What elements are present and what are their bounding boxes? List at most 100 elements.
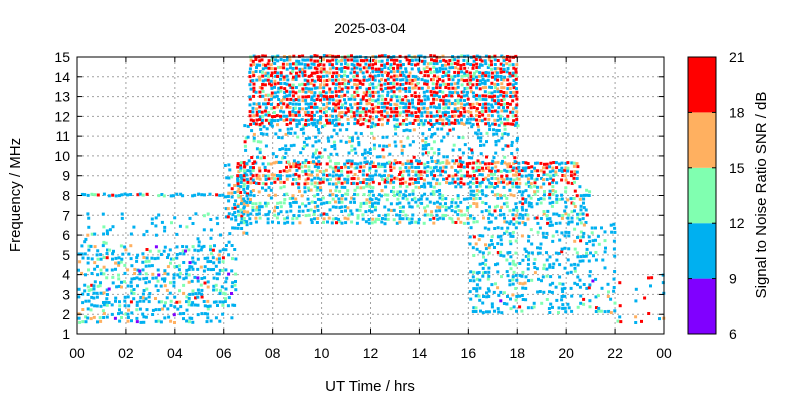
snr-cell xyxy=(362,201,366,205)
snr-cell xyxy=(356,214,360,218)
snr-cell xyxy=(383,63,387,67)
snr-cell xyxy=(335,67,339,70)
snr-cell xyxy=(395,58,399,62)
snr-cell xyxy=(273,115,277,118)
snr-cell xyxy=(515,294,519,298)
snr-cell xyxy=(506,102,509,105)
snr-cell xyxy=(263,98,267,102)
snr-cell xyxy=(402,110,406,114)
snr-cell xyxy=(304,102,308,106)
snr-cell xyxy=(175,192,179,196)
snr-cell xyxy=(503,168,507,172)
snr-cell xyxy=(328,54,332,58)
snr-cell xyxy=(304,86,308,90)
snr-cell xyxy=(300,165,304,169)
snr-cell xyxy=(326,121,329,125)
snr-cell xyxy=(206,307,210,311)
snr-cell xyxy=(334,94,338,98)
snr-cell xyxy=(634,315,638,319)
snr-cell xyxy=(499,114,503,118)
snr-cell xyxy=(438,182,442,186)
snr-cell xyxy=(573,172,577,176)
snr-cell xyxy=(548,201,552,205)
snr-cell xyxy=(499,213,502,217)
snr-cell xyxy=(282,185,286,189)
snr-cell xyxy=(240,217,244,221)
snr-cell xyxy=(411,170,415,173)
snr-cell xyxy=(239,185,243,189)
snr-cell xyxy=(508,251,512,254)
snr-cell xyxy=(93,267,97,271)
snr-cell xyxy=(533,169,537,173)
snr-cell xyxy=(102,265,106,269)
snr-cell xyxy=(439,83,442,87)
snr-cell xyxy=(282,97,285,101)
snr-cell xyxy=(547,307,551,310)
snr-cell xyxy=(80,244,84,248)
snr-cell xyxy=(99,257,103,261)
snr-cell xyxy=(533,178,537,182)
snr-cell xyxy=(310,121,314,125)
snr-cell xyxy=(77,295,81,299)
snr-cell xyxy=(484,74,488,78)
snr-cell xyxy=(395,213,399,217)
snr-cell xyxy=(89,308,93,312)
snr-cell xyxy=(251,79,255,82)
snr-cell xyxy=(478,298,482,302)
snr-cell xyxy=(511,74,515,78)
snr-cell xyxy=(335,74,338,78)
snr-cell xyxy=(297,182,301,186)
snr-cell xyxy=(306,197,310,201)
snr-cell xyxy=(466,182,470,186)
snr-cell xyxy=(126,284,130,288)
snr-cell xyxy=(123,192,127,196)
snr-cell xyxy=(246,203,250,207)
snr-cell xyxy=(566,258,570,262)
snr-cell xyxy=(350,115,354,119)
snr-cell xyxy=(487,310,491,314)
snr-cell xyxy=(404,117,408,121)
snr-cell xyxy=(444,106,448,110)
snr-cell xyxy=(343,82,347,86)
snr-cell xyxy=(261,174,265,178)
snr-cell xyxy=(227,176,231,180)
snr-cell xyxy=(105,315,109,319)
snr-cell xyxy=(386,177,390,181)
snr-cell xyxy=(494,169,497,173)
snr-cell xyxy=(147,280,151,284)
snr-cell xyxy=(573,209,576,213)
snr-cell xyxy=(436,79,440,83)
snr-cell xyxy=(373,208,377,212)
snr-cell xyxy=(106,232,109,236)
snr-cell xyxy=(411,122,415,125)
snr-cell xyxy=(603,239,607,243)
snr-cell xyxy=(453,70,457,74)
snr-cell xyxy=(457,164,461,168)
snr-cell xyxy=(294,78,298,81)
snr-cell xyxy=(527,166,531,170)
snr-cell xyxy=(616,319,620,323)
snr-cell xyxy=(95,295,99,299)
snr-cell xyxy=(483,90,487,94)
snr-cell xyxy=(463,99,466,102)
snr-cell xyxy=(335,173,338,177)
snr-cell xyxy=(439,114,442,118)
snr-cell xyxy=(256,140,260,144)
y-tick-label: 12 xyxy=(54,108,70,124)
snr-cell xyxy=(349,110,353,114)
snr-cell xyxy=(444,99,448,103)
snr-cell xyxy=(294,75,298,78)
snr-cell xyxy=(319,117,322,121)
snr-cell xyxy=(488,124,492,128)
snr-cell xyxy=(554,221,558,225)
snr-cell xyxy=(310,173,313,177)
snr-cell xyxy=(511,94,515,98)
snr-cell xyxy=(395,99,399,103)
snr-cell xyxy=(607,290,610,294)
snr-cell xyxy=(257,182,261,185)
snr-cell xyxy=(469,63,473,66)
snr-cell xyxy=(475,54,479,58)
snr-cell xyxy=(575,194,579,198)
snr-cell xyxy=(312,83,316,87)
snr-cell xyxy=(318,59,322,63)
